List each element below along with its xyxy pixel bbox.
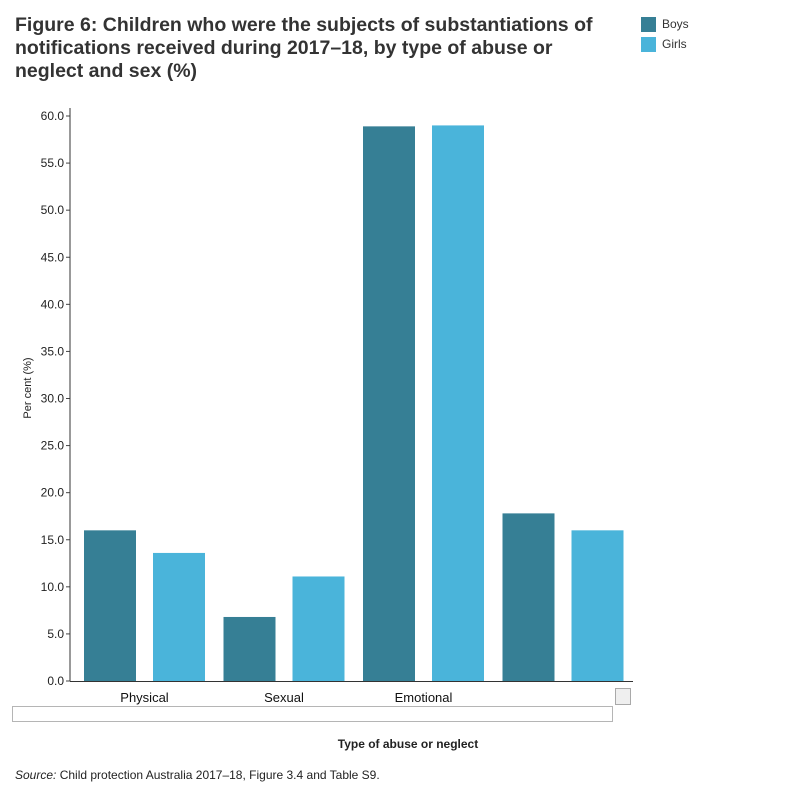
y-tick-label-5: 5.0 [47, 627, 64, 641]
source-prefix: Source: [15, 768, 57, 782]
horizontal-scrollbar[interactable] [12, 706, 613, 722]
y-tick-label-40: 40.0 [41, 297, 65, 311]
y-tick-label-50: 50.0 [41, 203, 65, 217]
bar-boys-physical [84, 530, 136, 681]
bar-girls-neglect [571, 530, 624, 681]
legend-label-girls: Girls [662, 37, 687, 51]
legend-item-boys[interactable]: Boys [641, 14, 689, 34]
bar-boys-sexual [223, 616, 276, 681]
legend-swatch-girls [641, 36, 656, 52]
y-tick-label-30: 30.0 [41, 392, 65, 406]
y-tick-label-60: 60.0 [41, 109, 65, 123]
bar-girls-physical [153, 552, 205, 681]
chart-title: Figure 6: Children who were the subjects… [15, 14, 593, 82]
source-note: Source: Child protection Australia 2017–… [15, 768, 380, 782]
bar-boys-emotional [363, 126, 415, 681]
y-tick-label-55: 55.0 [41, 156, 65, 170]
y-tick-label-45: 45.0 [41, 250, 65, 264]
bar-girls-sexual [292, 576, 345, 681]
legend-label-boys: Boys [662, 17, 689, 31]
legend-item-girls[interactable]: Girls [641, 34, 689, 54]
category-label-physical: Physical [120, 690, 169, 705]
y-tick-label-25: 25.0 [41, 439, 65, 453]
scroll-button[interactable] [615, 688, 631, 705]
y-tick-label-10: 10.0 [41, 580, 65, 594]
legend-swatch-boys [641, 16, 656, 32]
y-tick-label-15: 15.0 [41, 533, 65, 547]
y-tick-label-0: 0.0 [47, 674, 64, 688]
x-axis-label: Type of abuse or neglect [337, 737, 479, 751]
category-label-sexual: Sexual [264, 690, 304, 705]
legend: Boys Girls [641, 14, 689, 54]
source-text: Child protection Australia 2017–18, Figu… [56, 768, 380, 782]
category-label-emotional: Emotional [395, 690, 453, 705]
bar-girls-emotional [432, 125, 484, 681]
y-tick-label-20: 20.0 [41, 486, 65, 500]
y-tick-label-35: 35.0 [41, 344, 65, 358]
bar-boys-neglect [502, 513, 555, 681]
